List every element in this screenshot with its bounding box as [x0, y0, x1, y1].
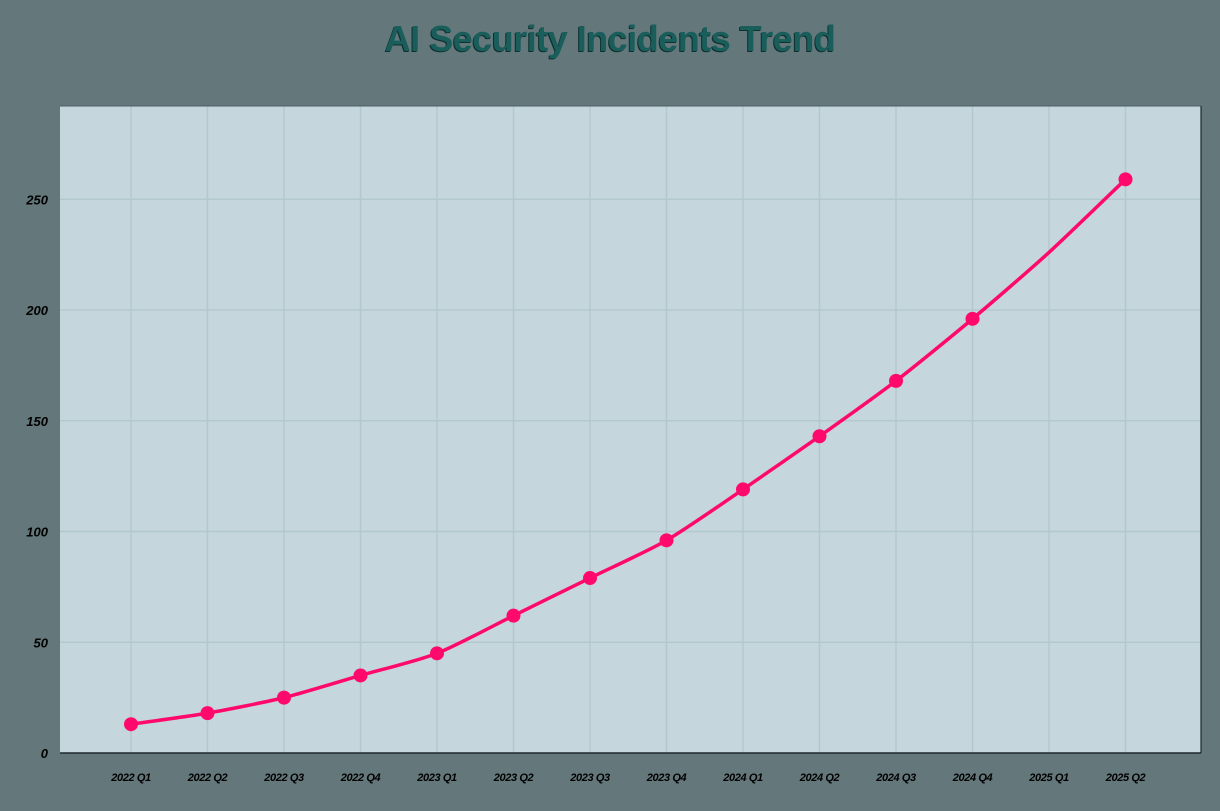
x-tick-label: 2023 Q3 [569, 772, 610, 784]
x-tick-label: 2023 Q4 [646, 772, 687, 784]
data-point-marker [277, 690, 291, 705]
x-tick-label: 2025 Q2 [1105, 772, 1146, 784]
x-tick-label: 2025 Q1 [1028, 772, 1069, 784]
x-axis-tick-labels: 2022 Q1 2022 Q2 2022 Q3 2022 Q4 2023 Q1 2023 … [110, 772, 1146, 784]
y-tick-label: 100 [26, 525, 48, 540]
chart-title: AI Security Incidents Trend [384, 18, 836, 59]
y-axis-tick-labels: 0 50 100 150 200 250 [25, 192, 48, 761]
y-tick-label: 0 [41, 746, 49, 761]
series-markers [124, 172, 1133, 732]
x-tick-label: 2022 Q1 [110, 772, 151, 784]
y-tick-label: 150 [26, 414, 48, 429]
data-point-marker [736, 482, 750, 497]
data-point-marker [430, 646, 444, 661]
data-point-marker [1118, 172, 1133, 187]
plot-area [60, 106, 1201, 753]
x-tick-label: 2024 Q2 [799, 772, 840, 784]
data-point-marker [506, 608, 521, 623]
data-point-marker [889, 373, 903, 388]
data-point-marker [965, 311, 980, 326]
data-point-marker [659, 533, 674, 548]
data-point-marker [124, 717, 138, 732]
y-tick-label: 200 [25, 303, 48, 318]
data-point-marker [353, 668, 368, 683]
x-tick-label: 2024 Q1 [722, 772, 763, 784]
x-tick-label: 2023 Q1 [416, 772, 457, 784]
x-tick-label: 2022 Q2 [187, 772, 228, 784]
data-point-marker [583, 571, 597, 586]
y-tick-label: 50 [34, 635, 49, 650]
x-tick-label: 2024 Q4 [952, 772, 993, 784]
data-point-marker [200, 706, 215, 721]
data-point-marker [812, 429, 827, 444]
x-tick-label: 2024 Q3 [875, 772, 916, 784]
x-tick-label: 2023 Q2 [493, 772, 534, 784]
x-tick-label: 2022 Q3 [263, 772, 304, 784]
horizontal-gridlines [60, 198, 1201, 643]
x-tick-label: 2022 Q4 [340, 772, 381, 784]
y-tick-label: 250 [25, 192, 48, 207]
